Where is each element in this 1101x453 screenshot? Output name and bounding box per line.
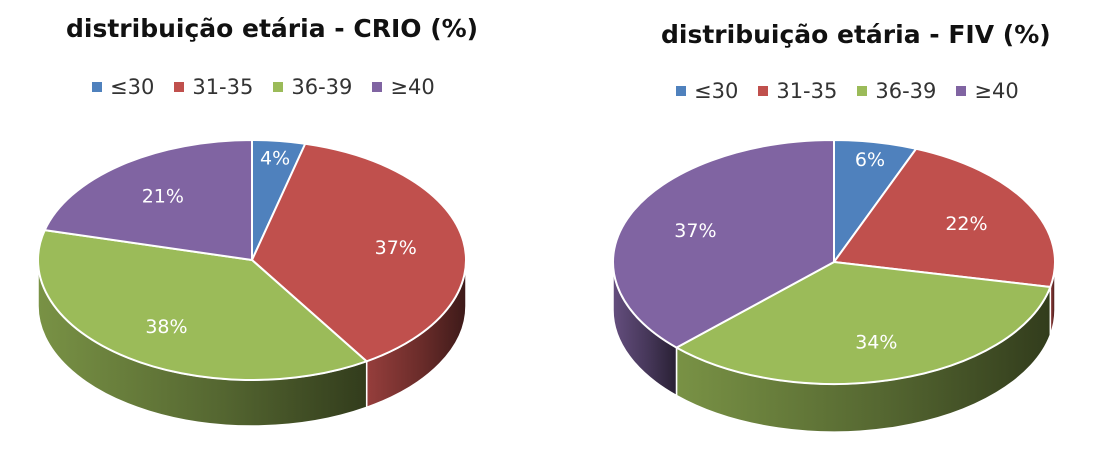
legend-entry: 36-39 [273, 75, 352, 99]
legend-entry: ≤30 [676, 79, 738, 103]
data-label: 21% [142, 186, 184, 208]
legend-swatch [857, 86, 868, 96]
legend-swatch [174, 82, 185, 92]
pie-slice [675, 261, 1052, 385]
data-labels: 6% 22% 34% 37% [674, 149, 987, 354]
legend-swatch [273, 82, 284, 92]
legend-swatch [372, 82, 383, 92]
data-label: 4% [260, 148, 290, 170]
chart-title: distribuição etária - CRIO (%) [66, 14, 479, 43]
pie-chart-crio: distribuição etária - CRIO (%) ≤30 31-35… [0, 0, 545, 453]
legend-entry: 31-35 [758, 79, 837, 103]
legend-label: ≥40 [974, 79, 1019, 103]
chart-legend: ≤30 31-35 36-39 ≥40 [92, 75, 435, 99]
legend-label: ≤30 [110, 75, 155, 99]
legend-label: 31-35 [776, 79, 838, 103]
legend-label: 31-35 [192, 75, 254, 99]
data-label: 38% [145, 316, 187, 338]
legend-label: ≤30 [694, 79, 739, 103]
legend-entry: 31-35 [174, 75, 253, 99]
pie-slice [612, 139, 835, 349]
data-label: 22% [945, 213, 987, 235]
legend-label: 36-39 [875, 79, 937, 103]
data-label: 34% [855, 332, 897, 354]
legend-entry: 36-39 [857, 79, 936, 103]
chart-title: distribuição etária - FIV (%) [661, 20, 1051, 49]
legend-swatch [676, 86, 686, 96]
legend-entry: ≥40 [372, 75, 435, 99]
legend-entry: ≥40 [956, 79, 1019, 103]
legend-swatch [956, 86, 967, 96]
data-labels: 4% 37% 38% 21% [142, 148, 417, 338]
pie-slice [43, 139, 253, 261]
data-label: 37% [375, 237, 417, 259]
pie-slice [833, 147, 1056, 288]
legend-label: 36-39 [291, 75, 353, 99]
legend-label: ≥40 [390, 75, 435, 99]
legend-swatch [758, 86, 769, 96]
data-label: 6% [855, 149, 885, 171]
legend-entry: ≤30 [92, 75, 154, 99]
pie-plot: 4% 37% 38% 21% [37, 139, 467, 427]
data-label: 37% [674, 220, 716, 242]
pie-slice [37, 229, 368, 381]
pie-top [612, 139, 1056, 385]
pie-top [37, 139, 467, 381]
pie-chart-fiv: distribuição etária - FIV (%) ≤30 31-35 … [560, 0, 1101, 453]
legend-swatch [92, 82, 102, 92]
pie-plot: 6% 22% 34% 37% [612, 139, 1056, 433]
chart-legend: ≤30 31-35 36-39 ≥40 [676, 79, 1019, 103]
